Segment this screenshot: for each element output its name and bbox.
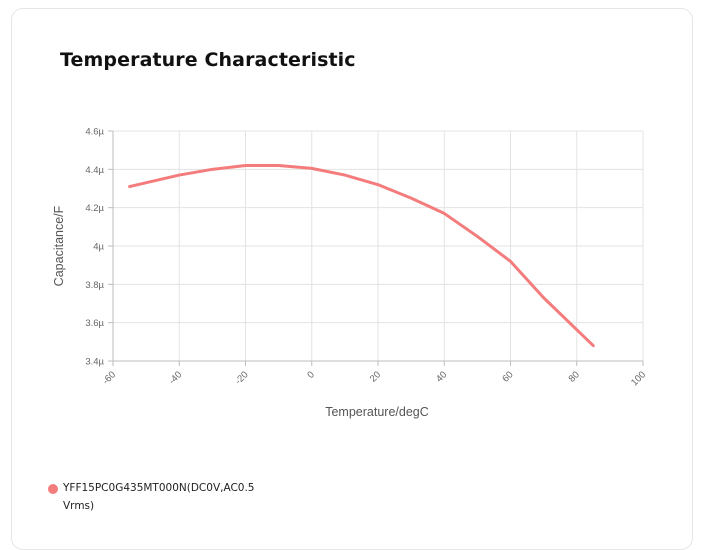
y-tick-label: 4.2µ [85, 203, 104, 214]
x-tick-label: -60 [101, 369, 118, 386]
chart-card: Temperature Characteristic [11, 8, 693, 550]
x-tick-label: 0 [305, 369, 317, 381]
legend[interactable]: YFF15PC0G435MT000N(DC0V,AC0.5Vrms) [48, 479, 258, 515]
x-tick-label: 40 [434, 369, 449, 384]
axes: 3.4µ 3.6µ 3.8µ 4µ 4.2µ 4.4µ 4.6µ -60 -40 -20 0 20 40… [85, 127, 648, 389]
chart-title: Temperature Characteristic [60, 49, 356, 71]
legend-label: YFF15PC0G435MT000N(DC0V,AC0.5Vrms) [63, 482, 255, 512]
x-tick-label: 80 [567, 369, 582, 384]
y-tick-label: 3.6µ [85, 318, 104, 329]
y-tick-label: 4.6µ [85, 127, 104, 138]
x-tick-label: -20 [233, 369, 250, 386]
y-tick-label: 3.8µ [85, 280, 104, 291]
x-tick-label: 60 [500, 369, 515, 384]
x-tick-label: -40 [167, 369, 184, 386]
y-axis-label: Capacitance/F [52, 205, 66, 286]
series-layer [128, 164, 595, 348]
x-tick-label: 20 [368, 369, 383, 384]
grid-lines [112, 130, 644, 362]
x-tick-label: 100 [629, 369, 648, 388]
legend-marker [48, 484, 58, 494]
y-tick-label: 4µ [93, 242, 104, 253]
y-tick-label: 4.4µ [85, 165, 104, 176]
y-tick-label: 3.4µ [85, 357, 104, 368]
series-line[interactable] [128, 164, 595, 348]
chart-svg: 3.4µ 3.6µ 3.8µ 4µ 4.2µ 4.4µ 4.6µ -60 -40 -20 0 20 40… [52, 127, 648, 420]
x-axis-label: Temperature/degC [325, 405, 429, 419]
